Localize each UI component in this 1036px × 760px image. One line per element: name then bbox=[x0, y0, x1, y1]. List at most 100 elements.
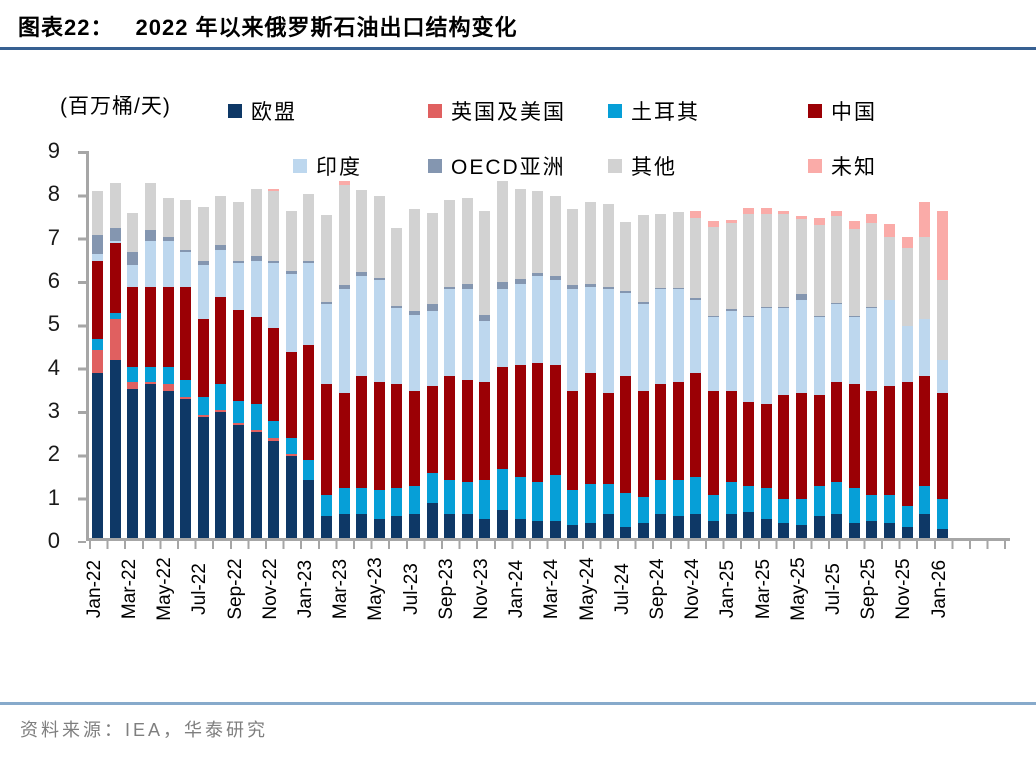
bar-dec-25 bbox=[916, 148, 934, 538]
segment-oecd-asia bbox=[373, 278, 385, 281]
bar-feb-23 bbox=[318, 148, 336, 538]
legend-swatch-oecd-asia bbox=[428, 159, 442, 173]
legend-item-uk-us: 英国及美国 bbox=[428, 96, 566, 126]
segment-eu bbox=[725, 514, 737, 538]
segment-eu bbox=[514, 518, 526, 538]
segment-unknown bbox=[338, 181, 350, 185]
segment-other bbox=[901, 247, 913, 326]
segment-china bbox=[180, 286, 192, 380]
segment-eu bbox=[655, 514, 667, 538]
segment-other bbox=[778, 213, 790, 308]
segment-other bbox=[567, 208, 579, 285]
bar-stack bbox=[197, 206, 209, 538]
segment-turkey bbox=[901, 505, 913, 528]
bar-mar-22 bbox=[124, 148, 142, 538]
segment-other bbox=[321, 215, 333, 302]
segment-uk-us bbox=[215, 410, 227, 413]
segment-oecd-asia bbox=[479, 314, 491, 322]
segment-eu bbox=[796, 525, 808, 538]
bar-sep-24 bbox=[652, 148, 670, 538]
bar-nov-22 bbox=[265, 148, 283, 538]
bar-dec-23 bbox=[494, 148, 512, 538]
segment-india bbox=[813, 317, 825, 396]
segment-other bbox=[919, 236, 931, 320]
segment-india bbox=[919, 319, 931, 376]
segment-china bbox=[303, 345, 315, 460]
segment-china bbox=[760, 403, 772, 489]
segment-china bbox=[109, 243, 121, 313]
segment-oecd-asia bbox=[532, 272, 544, 276]
segment-oecd-asia bbox=[338, 284, 350, 289]
segment-china bbox=[813, 395, 825, 487]
segment-china bbox=[602, 392, 614, 484]
segment-unknown bbox=[690, 210, 702, 219]
bar-stack bbox=[936, 210, 948, 538]
segment-turkey bbox=[549, 475, 561, 521]
segment-unknown bbox=[901, 236, 913, 248]
segment-turkey bbox=[602, 483, 614, 515]
bar-aug-23 bbox=[423, 148, 441, 538]
segment-other bbox=[549, 195, 561, 276]
segment-uk-us bbox=[285, 453, 297, 456]
bar-stack bbox=[655, 213, 667, 538]
x-tick-label-mar-23: Mar-23 bbox=[330, 558, 352, 620]
x-tick-label-may-24: May-24 bbox=[576, 557, 598, 621]
bar-stack bbox=[672, 211, 684, 538]
bar-aug-24 bbox=[634, 148, 652, 538]
segment-eu bbox=[373, 518, 385, 538]
y-axis-ticks bbox=[78, 151, 86, 543]
legend-label-unknown: 未知 bbox=[831, 156, 877, 179]
segment-uk-us bbox=[145, 382, 157, 385]
bar-stack bbox=[426, 213, 438, 538]
segment-oecd-asia bbox=[250, 256, 262, 261]
segment-oecd-asia bbox=[796, 294, 808, 300]
segment-unknown bbox=[743, 207, 755, 214]
segment-china bbox=[268, 327, 280, 422]
segment-other bbox=[637, 215, 649, 302]
x-tick-label-jan-23: Jan-23 bbox=[295, 559, 316, 619]
segment-china bbox=[145, 286, 157, 367]
segment-china bbox=[708, 390, 720, 495]
segment-other bbox=[408, 208, 420, 311]
segment-other bbox=[602, 204, 614, 287]
segment-oecd-asia bbox=[180, 249, 192, 252]
segment-china bbox=[514, 364, 526, 478]
segment-oecd-asia bbox=[233, 260, 245, 263]
segment-other bbox=[796, 218, 808, 295]
segment-uk-us bbox=[92, 349, 104, 374]
x-tick-label-nov-22: Nov-22 bbox=[259, 558, 281, 620]
bar-stack bbox=[321, 215, 333, 538]
segment-oecd-asia bbox=[426, 304, 438, 311]
segment-unknown bbox=[848, 220, 860, 229]
segment-other bbox=[743, 213, 755, 316]
segment-eu bbox=[127, 388, 139, 538]
segment-other bbox=[690, 218, 702, 299]
segment-oecd-asia bbox=[602, 286, 614, 289]
segment-turkey bbox=[444, 479, 456, 515]
page-title: 图表22： 2022 年以来俄罗斯石油出口结构变化 bbox=[18, 10, 518, 42]
segment-india bbox=[637, 303, 649, 391]
segment-eu bbox=[268, 440, 280, 538]
segment-eu bbox=[479, 518, 491, 538]
legend-item-india: 印度 bbox=[293, 151, 362, 181]
x-tick-label-jul-25: Jul-25 bbox=[823, 563, 844, 615]
bar-nov-24 bbox=[687, 148, 705, 538]
bar-oct-23 bbox=[458, 148, 476, 538]
segment-turkey bbox=[620, 492, 632, 528]
segment-china bbox=[919, 375, 931, 487]
segment-china bbox=[391, 384, 403, 489]
segment-india bbox=[584, 286, 596, 374]
segment-eu bbox=[408, 514, 420, 538]
x-tick-label-sep-24: Sep-24 bbox=[647, 558, 668, 620]
segment-unknown bbox=[813, 218, 825, 225]
bar-stack bbox=[778, 210, 790, 538]
bar-stack bbox=[866, 213, 878, 538]
segment-eu bbox=[391, 516, 403, 538]
segment-india bbox=[162, 241, 174, 287]
bar-feb-24 bbox=[529, 148, 547, 538]
segment-india bbox=[655, 288, 667, 385]
plot-area bbox=[78, 148, 1013, 549]
segment-eu bbox=[426, 503, 438, 538]
segment-china bbox=[92, 260, 104, 339]
segment-oecd-asia bbox=[285, 271, 297, 274]
